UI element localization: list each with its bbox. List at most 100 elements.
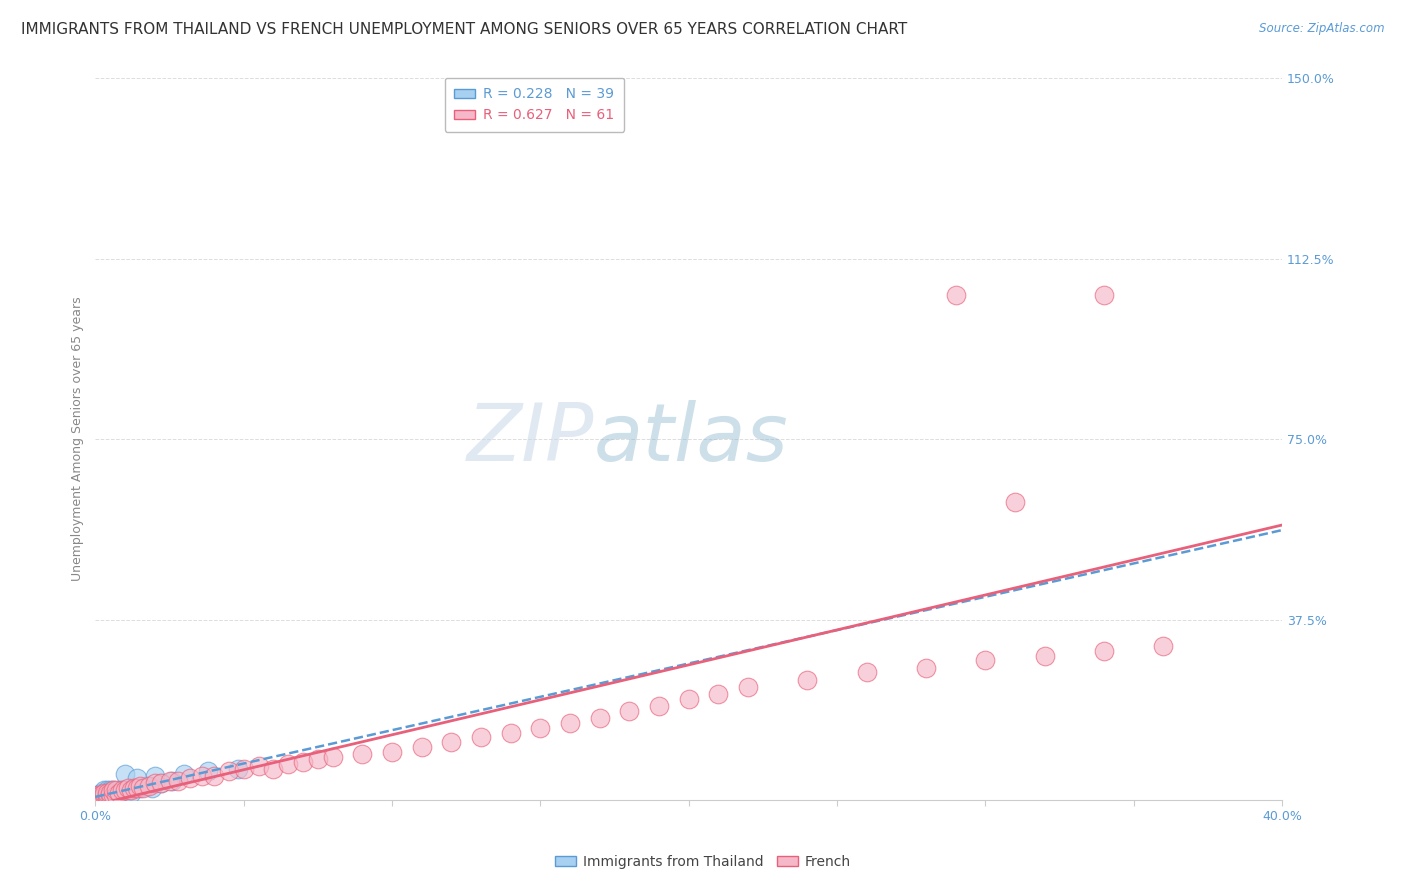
Point (105, 786, 128, 800)
Point (381, 745, 404, 759)
Point (98, 790, 121, 805)
Point (122, 780, 145, 795)
Point (167, 773, 190, 788)
Point (98, 789, 121, 803)
Point (90, 790, 112, 805)
Point (117, 780, 139, 795)
Point (87, 789, 110, 803)
Point (143, 776, 166, 790)
Point (218, 764, 240, 779)
Point (120, 786, 142, 800)
Point (149, 776, 172, 790)
Point (98, 783, 121, 797)
Point (247, 759, 270, 773)
Point (141, 780, 163, 795)
Point (114, 783, 136, 797)
Point (1033, 648, 1056, 663)
Point (98, 789, 121, 803)
Legend: R = 0.228   N = 39, R = 0.627   N = 61: R = 0.228 N = 39, R = 0.627 N = 61 (444, 78, 624, 132)
Point (162, 773, 184, 788)
Point (96, 789, 118, 803)
Point (945, 287, 967, 301)
Point (90, 790, 112, 805)
Point (915, 661, 938, 675)
Point (1004, 494, 1026, 508)
Point (648, 699, 671, 714)
Point (226, 762, 249, 776)
Point (855, 665, 877, 680)
Point (132, 780, 155, 795)
Text: IMMIGRANTS FROM THAILAND VS FRENCH UNEMPLOYMENT AMONG SENIORS OVER 65 YEARS CORR: IMMIGRANTS FROM THAILAND VS FRENCH UNEMP… (21, 22, 907, 37)
Point (93, 789, 115, 803)
Point (1092, 287, 1115, 301)
Point (120, 783, 142, 797)
Point (232, 762, 254, 776)
Point (93, 786, 115, 800)
Point (737, 680, 759, 694)
Point (90, 786, 112, 800)
Point (96, 783, 118, 797)
Point (277, 756, 299, 771)
Point (678, 692, 700, 706)
Point (111, 783, 134, 797)
Point (108, 789, 131, 803)
Point (101, 789, 124, 803)
Point (108, 786, 131, 800)
Point (114, 786, 136, 800)
Point (125, 780, 148, 795)
Point (90, 789, 112, 803)
Text: Source: ZipAtlas.com: Source: ZipAtlas.com (1260, 22, 1385, 36)
Point (93, 783, 115, 797)
Point (87, 790, 110, 805)
Point (101, 783, 124, 797)
Point (159, 773, 181, 788)
Point (96, 786, 118, 800)
Point (93, 790, 115, 805)
Point (128, 779, 150, 793)
Point (98, 786, 121, 800)
Point (197, 764, 219, 779)
Point (96, 789, 118, 803)
Point (292, 755, 315, 769)
Point (322, 749, 344, 764)
Point (114, 766, 136, 780)
Point (191, 769, 214, 783)
Point (101, 790, 124, 805)
Point (108, 783, 131, 797)
Point (558, 716, 581, 731)
Point (202, 769, 225, 783)
Point (96, 790, 118, 805)
Point (529, 721, 551, 735)
Point (105, 789, 128, 803)
Point (262, 762, 284, 776)
Point (96, 790, 118, 805)
Point (111, 783, 134, 797)
Point (122, 780, 145, 795)
Point (135, 779, 157, 793)
Point (352, 747, 374, 762)
Legend: Immigrants from Thailand, French: Immigrants from Thailand, French (550, 849, 856, 874)
Point (707, 687, 730, 701)
Point (440, 735, 463, 749)
Y-axis label: Unemployment Among Seniors over 65 years: Unemployment Among Seniors over 65 years (72, 297, 84, 582)
Point (125, 772, 148, 786)
Point (173, 766, 195, 780)
Point (128, 780, 150, 795)
Text: atlas: atlas (593, 400, 789, 478)
Point (411, 740, 433, 755)
Text: ZIP: ZIP (467, 400, 593, 478)
Point (96, 786, 118, 800)
Point (1092, 644, 1115, 658)
Point (117, 783, 139, 797)
Point (101, 789, 124, 803)
Point (1152, 639, 1174, 653)
Point (619, 704, 641, 718)
Point (307, 752, 329, 766)
Point (105, 783, 128, 797)
Point (149, 776, 172, 790)
Point (974, 653, 997, 667)
Point (105, 790, 128, 805)
Point (87, 789, 110, 803)
Point (499, 725, 522, 739)
Point (143, 769, 166, 783)
